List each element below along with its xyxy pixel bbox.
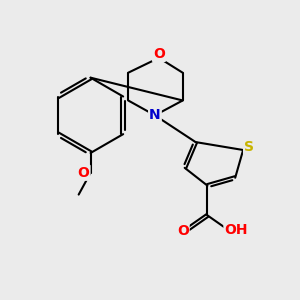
Text: N: N [149, 108, 161, 122]
Text: O: O [78, 166, 90, 180]
Text: S: S [244, 140, 254, 154]
Text: OH: OH [224, 223, 248, 237]
Text: O: O [177, 224, 189, 238]
Text: O: O [153, 47, 165, 61]
